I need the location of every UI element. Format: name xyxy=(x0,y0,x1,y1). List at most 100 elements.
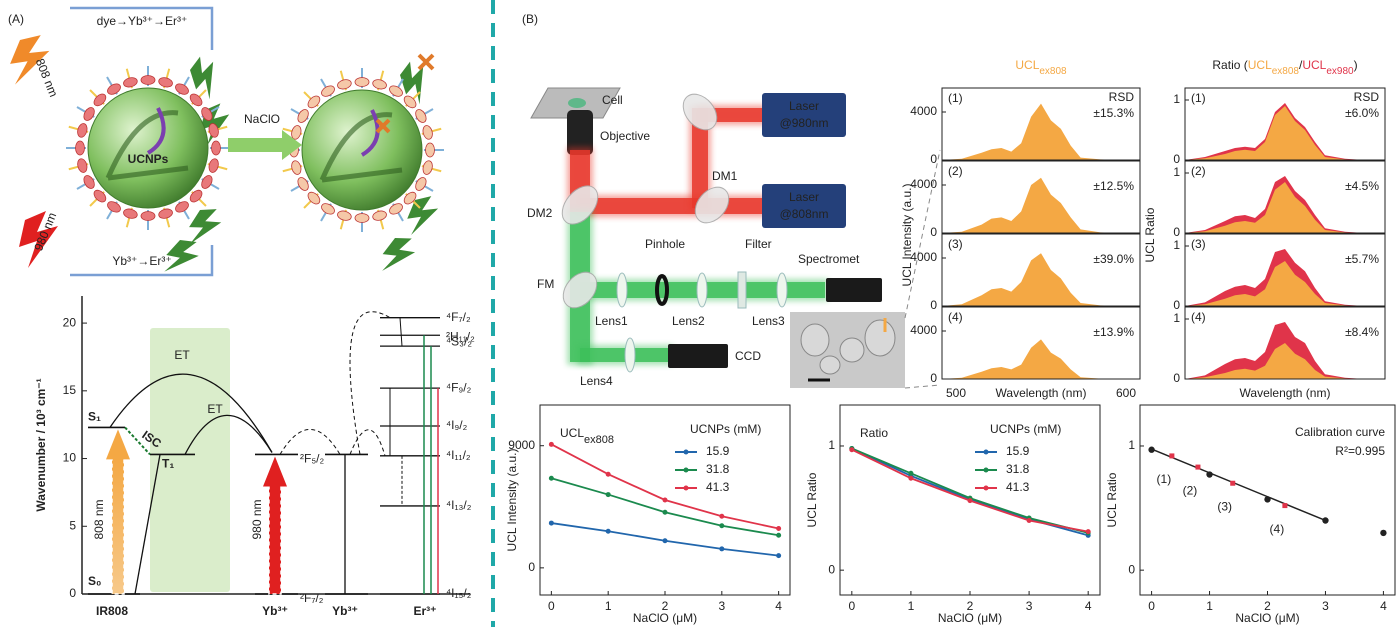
title-part: ) xyxy=(1354,58,1358,72)
dye xyxy=(297,109,309,123)
laser-980-box xyxy=(762,93,846,137)
legend-label: 15.9 xyxy=(706,444,730,458)
dye xyxy=(403,95,417,109)
spectrum-area xyxy=(942,339,1140,379)
dye xyxy=(189,189,203,203)
data-point xyxy=(719,546,725,552)
title-sub: ex808 xyxy=(584,434,614,446)
panel-number: (2) xyxy=(948,164,963,178)
dye xyxy=(415,109,427,123)
chart-title: Ratio xyxy=(860,426,888,440)
y-tick-label: 15 xyxy=(63,383,77,397)
mirror xyxy=(562,271,598,309)
laser-bolt xyxy=(407,196,439,236)
data-point xyxy=(1264,496,1271,503)
y-axis-label: UCL Intensity (a.u.) xyxy=(505,449,519,552)
connector xyxy=(904,384,941,389)
energy-arrow xyxy=(360,109,380,157)
setup-label: Objective xyxy=(600,129,650,143)
nanoparticle xyxy=(87,87,209,209)
x-tick-label: 500 xyxy=(946,386,966,400)
dye xyxy=(389,203,403,215)
level-label: ⁴I₁₃/₂ xyxy=(446,498,472,512)
x-tick-label: 0 xyxy=(1148,599,1155,613)
x-tick-label: 1 xyxy=(908,599,915,613)
panel-frame xyxy=(1184,306,1386,380)
legend-label: 31.8 xyxy=(706,462,730,476)
title-main: UCL xyxy=(560,426,584,440)
x-axis-label: NaClO (μM) xyxy=(938,611,1002,625)
title-part: UCL xyxy=(1015,58,1039,72)
dye xyxy=(77,123,88,138)
y-tick-label: 20 xyxy=(63,315,77,329)
data-point xyxy=(1026,517,1032,523)
dye xyxy=(93,93,107,107)
x-tick-label: 4 xyxy=(1085,599,1092,613)
y-tick-label: 0 xyxy=(1128,562,1135,576)
dye xyxy=(75,140,85,156)
data-point xyxy=(776,526,782,531)
dye xyxy=(422,160,433,175)
point-label: (1) xyxy=(1157,472,1172,486)
legend-marker xyxy=(683,467,689,473)
block-mark xyxy=(417,53,435,71)
isc-region xyxy=(150,328,230,592)
et-transfer xyxy=(349,429,386,456)
setup-label: Lens4 xyxy=(580,374,613,388)
rsd-value: ±4.5% xyxy=(1345,179,1379,193)
level-label: ⁴I₁₁/₂ xyxy=(446,448,471,462)
beam xyxy=(692,108,708,208)
setup-label: Lens3 xyxy=(752,314,785,328)
level-label: ²F₅/₂ xyxy=(300,452,324,466)
filter xyxy=(737,271,747,309)
y-tick-label: 0 xyxy=(828,562,835,576)
spectrum-area xyxy=(942,103,1140,160)
dye xyxy=(337,210,352,221)
setup-label: Filter xyxy=(745,237,772,251)
laser-bolt xyxy=(189,209,222,244)
setup-label: DM2 xyxy=(527,206,553,220)
x-tick-label: 1 xyxy=(605,599,612,613)
y-tick-label: 1 xyxy=(1173,165,1180,179)
dye xyxy=(208,123,219,138)
mirror xyxy=(682,93,718,131)
transition-label: 808 nm xyxy=(92,499,106,539)
x-tick-label: 0 xyxy=(548,599,555,613)
panel-frame xyxy=(941,87,1141,161)
dye xyxy=(201,107,213,121)
dye xyxy=(297,177,309,191)
dye xyxy=(107,201,121,213)
title-part: / xyxy=(1299,58,1303,72)
y-tick-label: 4000 xyxy=(910,104,937,118)
legend-label: 31.8 xyxy=(1006,462,1030,476)
species-label: IR808 xyxy=(96,604,128,618)
dye xyxy=(77,158,88,173)
dye xyxy=(307,191,321,205)
x-tick-label: 2 xyxy=(967,599,974,613)
shell-facet xyxy=(319,112,403,183)
dye xyxy=(337,79,352,90)
data-point xyxy=(605,471,611,477)
data-point xyxy=(967,498,973,504)
block-mark xyxy=(375,118,391,134)
column-title: Ratio (UCLex808/UCLex980) xyxy=(1212,58,1357,77)
transition-label: ET xyxy=(174,348,190,362)
legend-marker xyxy=(983,467,989,473)
data-point xyxy=(1195,464,1201,470)
setup-label: CCD xyxy=(735,349,761,363)
data-point xyxy=(1230,480,1236,486)
cell xyxy=(568,98,586,108)
y-tick-label: 0 xyxy=(1173,152,1180,166)
legend-label: 15.9 xyxy=(1006,444,1030,458)
panel-frame xyxy=(1184,160,1386,234)
x-tick-label: 4 xyxy=(775,599,782,613)
isc-arrow xyxy=(124,426,151,456)
legend-label: 41.3 xyxy=(1006,480,1030,494)
setup-label: Cell xyxy=(602,93,623,107)
dye xyxy=(83,175,95,189)
dye xyxy=(425,142,435,158)
laser-name: Laser xyxy=(789,99,819,113)
y-tick-label: 0 xyxy=(69,586,76,600)
level-label: ⁴I₉/₂ xyxy=(446,418,468,432)
y-tick-label: 0 xyxy=(1173,371,1180,385)
